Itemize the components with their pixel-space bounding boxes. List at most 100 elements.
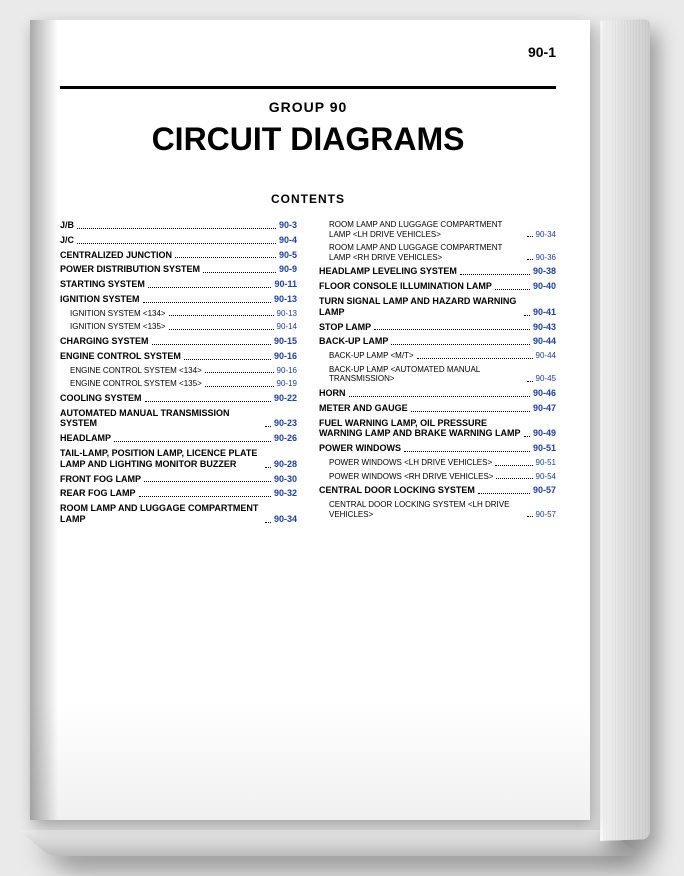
contents-column-left: J/B 90-3 J/C90-4 CENTRALIZED JUNCTION 90-5 PO…	[60, 216, 297, 527]
toc-subentry: IGNITION SYSTEM <134>90-13	[60, 309, 297, 319]
toc-entry: COOLING SYSTEM 90-22	[60, 393, 297, 404]
toc-dots	[77, 228, 276, 229]
toc-dots	[524, 315, 530, 316]
toc-label: CENTRAL DOOR LOCKING SYSTEM	[319, 485, 475, 496]
toc-label: ROOM LAMP AND LUGGAGE COMPARTMENT LAMP	[60, 503, 262, 525]
toc-dots	[145, 401, 271, 402]
toc-label: ROOM LAMP AND LUGGAGE COMPARTMENT LAMP <…	[319, 220, 524, 239]
toc-page: 90-41	[533, 307, 556, 318]
toc-label: POWER DISTRIBUTION SYSTEM	[60, 264, 200, 275]
toc-dots	[265, 426, 271, 427]
toc-dots	[527, 516, 533, 517]
toc-entry: CHARGING SYSTEM 90-15	[60, 336, 297, 347]
toc-label: BACK-UP LAMP <M/T>	[319, 351, 414, 361]
toc-dots	[265, 467, 271, 468]
toc-subentry: BACK-UP LAMP <M/T> 90-44	[319, 351, 556, 361]
toc-dots	[495, 289, 530, 290]
toc-subentry: IGNITION SYSTEM <135>90-14	[60, 322, 297, 332]
toc-dots	[495, 465, 532, 466]
toc-subentry: ROOM LAMP AND LUGGAGE COMPARTMENT LAMP <…	[319, 243, 556, 262]
toc-entry: REAR FOG LAMP90-32	[60, 488, 297, 499]
toc-page: 90-9	[279, 264, 297, 275]
toc-label: HEADLAMP LEVELING SYSTEM	[319, 266, 457, 277]
toc-label: AUTOMATED MANUAL TRANSMISSION SYSTEM	[60, 408, 262, 430]
contents-label: CONTENTS	[60, 192, 556, 206]
toc-dots	[496, 478, 532, 479]
toc-entry: FRONT FOG LAMP 90-30	[60, 474, 297, 485]
toc-page: 90-3	[279, 220, 297, 231]
toc-entry: CENTRALIZED JUNCTION 90-5	[60, 250, 297, 261]
toc-label: METER AND GAUGE	[319, 403, 408, 414]
toc-page: 90-19	[277, 379, 297, 389]
left-gutter-shadow	[30, 20, 58, 820]
toc-label: IGNITION SYSTEM	[60, 294, 140, 305]
toc-entry: J/B 90-3	[60, 220, 297, 231]
toc-entry: BACK-UP LAMP90-44	[319, 336, 556, 347]
toc-page: 90-15	[274, 336, 297, 347]
toc-label: CENTRALIZED JUNCTION	[60, 250, 172, 261]
toc-dots	[144, 481, 271, 482]
toc-page: 90-5	[279, 250, 297, 261]
toc-dots	[169, 315, 274, 316]
toc-label: FRONT FOG LAMP	[60, 474, 141, 485]
toc-entry: FLOOR CONSOLE ILLUMINATION LAMP90-40	[319, 281, 556, 292]
toc-page: 90-16	[274, 351, 297, 362]
page-stack-bottom	[19, 830, 640, 856]
toc-page: 90-54	[536, 472, 556, 482]
toc-subentry: BACK-UP LAMP <AUTOMATED MANUAL TRANSMISS…	[319, 365, 556, 384]
toc-page: 90-43	[533, 322, 556, 333]
toc-dots	[417, 358, 533, 359]
toc-page: 90-23	[274, 418, 297, 429]
toc-entry: TAIL-LAMP, POSITION LAMP, LICENCE PLATE …	[60, 448, 297, 470]
toc-page: 90-51	[536, 458, 556, 468]
toc-page: 90-30	[274, 474, 297, 485]
toc-entry: J/C90-4	[60, 235, 297, 246]
toc-label: J/B	[60, 220, 74, 231]
toc-page: 90-11	[274, 279, 297, 290]
toc-subentry: CENTRAL DOOR LOCKING SYSTEM <LH DRIVE VE…	[319, 500, 556, 519]
toc-dots	[205, 386, 274, 387]
toc-entry: ENGINE CONTROL SYSTEM 90-16	[60, 351, 297, 362]
toc-page: 90-47	[533, 403, 556, 414]
toc-label: TAIL-LAMP, POSITION LAMP, LICENCE PLATE …	[60, 448, 262, 470]
toc-entry: POWER WINDOWS 90-51	[319, 443, 556, 454]
toc-entry: ROOM LAMP AND LUGGAGE COMPARTMENT LAMP90…	[60, 503, 297, 525]
toc-label: HORN	[319, 388, 346, 399]
toc-page: 90-44	[536, 351, 556, 361]
toc-label: CENTRAL DOOR LOCKING SYSTEM <LH DRIVE VE…	[319, 500, 524, 519]
toc-label: CHARGING SYSTEM	[60, 336, 149, 347]
toc-page: 90-49	[533, 428, 556, 439]
toc-page: 90-45	[536, 374, 556, 384]
toc-entry: TURN SIGNAL LAMP AND HAZARD WARNING LAMP…	[319, 296, 556, 318]
toc-label: ENGINE CONTROL SYSTEM <134>	[60, 366, 202, 376]
toc-dots	[175, 257, 276, 258]
toc-dots	[152, 344, 271, 345]
toc-label: TURN SIGNAL LAMP AND HAZARD WARNING LAMP	[319, 296, 521, 318]
toc-label: ROOM LAMP AND LUGGAGE COMPARTMENT LAMP <…	[319, 243, 524, 262]
toc-entry: HEADLAMP90-26	[60, 433, 297, 444]
contents-column-right: ROOM LAMP AND LUGGAGE COMPARTMENT LAMP <…	[319, 216, 556, 527]
toc-dots	[404, 451, 530, 452]
toc-dots	[527, 259, 533, 260]
page: 90-1 GROUP 90 CIRCUIT DIAGRAMS CONTENTS …	[30, 20, 590, 820]
toc-label: POWER WINDOWS	[319, 443, 401, 454]
toc-dots	[139, 496, 271, 497]
toc-page: 90-51	[533, 443, 556, 454]
page-title: CIRCUIT DIAGRAMS	[60, 121, 556, 158]
toc-label: J/C	[60, 235, 74, 246]
toc-entry: CENTRAL DOOR LOCKING SYSTEM90-57	[319, 485, 556, 496]
toc-dots	[114, 441, 271, 442]
toc-dots	[524, 436, 530, 437]
header-divider	[60, 86, 556, 89]
toc-label: COOLING SYSTEM	[60, 393, 142, 404]
toc-dots	[184, 359, 271, 360]
toc-label: ENGINE CONTROL SYSTEM	[60, 351, 181, 362]
toc-page: 90-22	[274, 393, 297, 404]
toc-label: POWER WINDOWS <RH DRIVE VEHICLES>	[319, 472, 493, 482]
toc-page: 90-36	[536, 253, 556, 263]
toc-dots	[527, 381, 533, 382]
toc-page: 90-28	[274, 459, 297, 470]
toc-subentry: POWER WINDOWS <LH DRIVE VEHICLES>90-51	[319, 458, 556, 468]
toc-dots	[265, 522, 271, 523]
toc-subentry: ENGINE CONTROL SYSTEM <134>90-16	[60, 366, 297, 376]
